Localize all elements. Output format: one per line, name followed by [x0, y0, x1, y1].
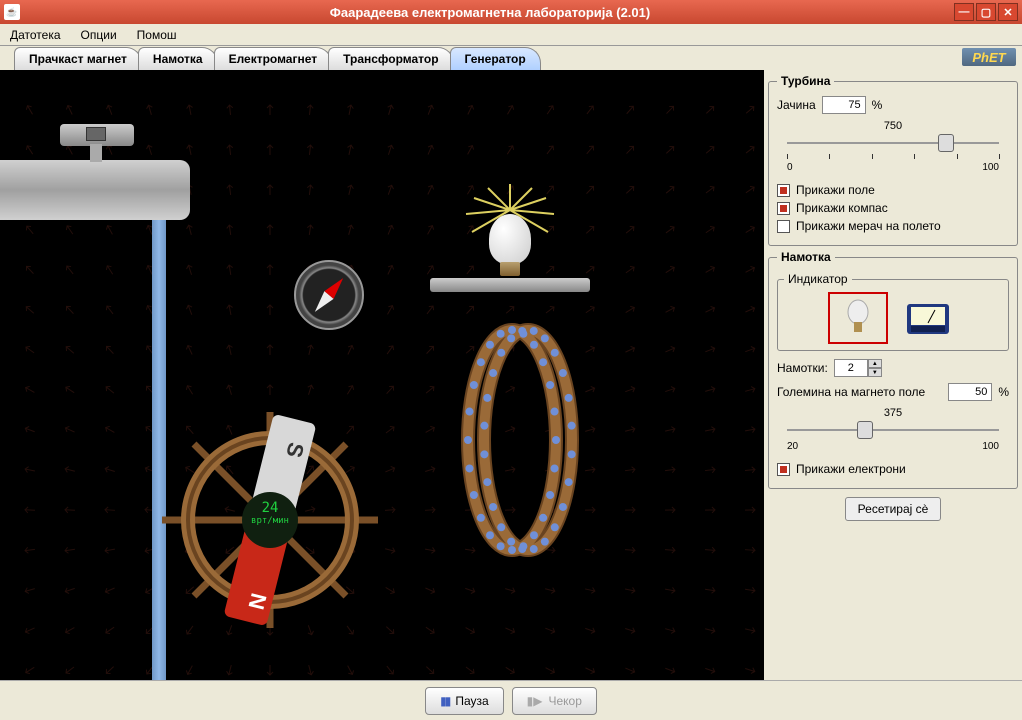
area-slider-value: 375	[777, 407, 1009, 419]
phet-logo: PhET	[962, 48, 1016, 66]
show-electrons-checkbox[interactable]: Прикажи електрони	[777, 462, 1009, 476]
reset-all-button[interactable]: Ресетирај сè	[845, 497, 942, 521]
tab-electromagnet[interactable]: Електромагнет	[214, 47, 333, 70]
area-label: Големина на магнето поле	[777, 385, 942, 399]
voltmeter-icon	[905, 298, 951, 338]
loops-spinner[interactable]: ▲▼	[834, 359, 882, 377]
tab-generator[interactable]: Генератор	[450, 47, 541, 70]
step-button[interactable]: ▮▶ Чекор	[512, 687, 597, 715]
turbine-wheel[interactable]: S N 24 врт/мин	[150, 400, 390, 643]
turbine-group: Турбина Јачина % 750 0100 Прикажи поле	[768, 74, 1018, 246]
turbine-slider-value: 750	[777, 120, 1009, 132]
tab-coil[interactable]: Намотка	[138, 47, 218, 70]
area-suffix: %	[998, 385, 1009, 399]
control-panel: Турбина Јачина % 750 0100 Прикажи поле	[764, 70, 1022, 680]
faucet[interactable]	[0, 160, 190, 220]
tab-bar-magnet[interactable]: Прачкаст магнет	[14, 47, 142, 70]
loops-label: Намотки:	[777, 361, 828, 375]
pause-button[interactable]: ▮▮ Пауза	[425, 687, 504, 715]
area-input[interactable]	[948, 383, 992, 401]
area-slider-thumb[interactable]	[857, 421, 873, 439]
checkbox-icon	[777, 220, 790, 233]
faucet-handle[interactable]	[60, 124, 134, 146]
loops-up-button[interactable]: ▲	[868, 359, 882, 368]
turbine-slider-thumb[interactable]	[938, 134, 954, 152]
java-icon: ☕	[4, 4, 20, 20]
tabbar: Прачкаст магнет Намотка Електромагнет Тр…	[0, 46, 1022, 70]
light-bulb[interactable]	[430, 200, 590, 292]
coil-group: Намотка Индикатор Намотки: ▲▼	[768, 250, 1018, 489]
checkbox-icon	[777, 202, 790, 215]
turbine-legend: Турбина	[777, 74, 834, 88]
checkbox-icon	[777, 184, 790, 197]
titlebar: ☕ Фаарадеева електромагнетна лабораториј…	[0, 0, 1022, 24]
minimize-button[interactable]: —	[954, 3, 974, 21]
window-title: Фаарадеева електромагнетна лабораторија …	[26, 5, 954, 20]
loops-input[interactable]	[834, 359, 868, 377]
pickup-coil[interactable]	[450, 310, 590, 563]
menu-file[interactable]: Датотека	[6, 26, 65, 44]
pause-icon: ▮▮	[440, 694, 449, 708]
indicator-voltmeter-option[interactable]	[898, 292, 958, 344]
strength-input[interactable]	[822, 96, 866, 114]
checkbox-icon	[777, 463, 790, 476]
strength-label: Јачина	[777, 98, 816, 112]
indicator-bulb-option[interactable]	[828, 292, 888, 344]
bulb-icon	[843, 298, 873, 338]
menu-help[interactable]: Помош	[133, 26, 181, 44]
maximize-button[interactable]: ▢	[976, 3, 996, 21]
playback-bar: ▮▮ Пауза ▮▶ Чекор	[0, 680, 1022, 720]
menubar: Датотека Опции Помош	[0, 24, 1022, 46]
indicator-group: Индикатор	[777, 272, 1009, 351]
coil-legend: Намотка	[777, 250, 835, 264]
area-slider[interactable]	[787, 421, 999, 441]
show-fieldmeter-checkbox[interactable]: Прикажи мерач на полето	[777, 219, 1009, 233]
loops-down-button[interactable]: ▼	[868, 368, 882, 377]
step-icon: ▮▶	[527, 694, 543, 708]
bulb-rays-icon	[430, 180, 590, 250]
strength-suffix: %	[872, 98, 883, 112]
rpm-display: 24 врт/мин	[246, 500, 294, 526]
compass[interactable]	[294, 260, 364, 330]
turbine-slider[interactable]	[787, 134, 999, 154]
show-field-checkbox[interactable]: Прикажи поле	[777, 183, 1009, 197]
tab-transformer[interactable]: Трансформатор	[328, 47, 453, 70]
menu-options[interactable]: Опции	[77, 26, 121, 44]
close-button[interactable]: ✕	[998, 3, 1018, 21]
indicator-legend: Индикатор	[784, 272, 852, 286]
simulation-canvas[interactable]: S N 24 врт/мин	[0, 70, 764, 680]
faucet-slider-thumb[interactable]	[86, 127, 106, 141]
show-compass-checkbox[interactable]: Прикажи компас	[777, 201, 1009, 215]
